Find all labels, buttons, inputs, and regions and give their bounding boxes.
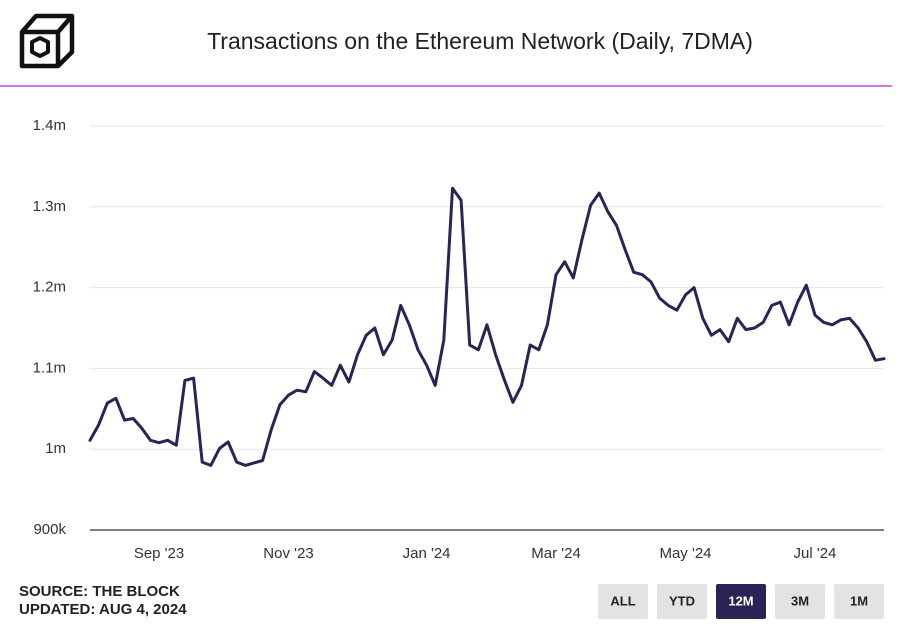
range-button[interactable] [775, 584, 825, 619]
y-tick-label: 1.4m [33, 117, 66, 134]
range-button[interactable] [657, 584, 707, 619]
range-button-label[interactable]: YTD [669, 593, 695, 608]
y-tick-label: 1.1m [33, 359, 66, 376]
updated: UPDATED: AUG 4, 2024 [19, 601, 187, 618]
x-tick-label: Jan '24 [403, 545, 451, 562]
range-button-label[interactable]: 1M [850, 593, 868, 608]
data-line [88, 186, 886, 467]
y-tick-label: 1.2m [33, 279, 66, 296]
chart-title: Transactions on the Ethereum Network (Da… [207, 28, 753, 54]
y-tick-label: 1.3m [33, 198, 66, 215]
y-tick-label: 900k [33, 521, 66, 538]
range-button-label[interactable]: 3M [791, 593, 809, 608]
range-button[interactable] [834, 584, 884, 619]
x-tick-label: May '24 [659, 545, 711, 562]
x-tick-label: Jul '24 [794, 545, 837, 562]
source: SOURCE: THE BLOCK [19, 583, 180, 600]
x-tick-label: Nov '23 [263, 545, 313, 562]
logo [19, 13, 75, 69]
range-button[interactable] [716, 584, 766, 619]
x-tick-label: Sep '23 [134, 545, 184, 562]
range-button[interactable] [598, 584, 648, 619]
range-button-label[interactable]: 12M [728, 593, 753, 608]
range-button-label[interactable]: ALL [610, 593, 635, 608]
x-tick-label: Mar '24 [531, 545, 581, 562]
y-tick-label: 1m [45, 440, 66, 457]
